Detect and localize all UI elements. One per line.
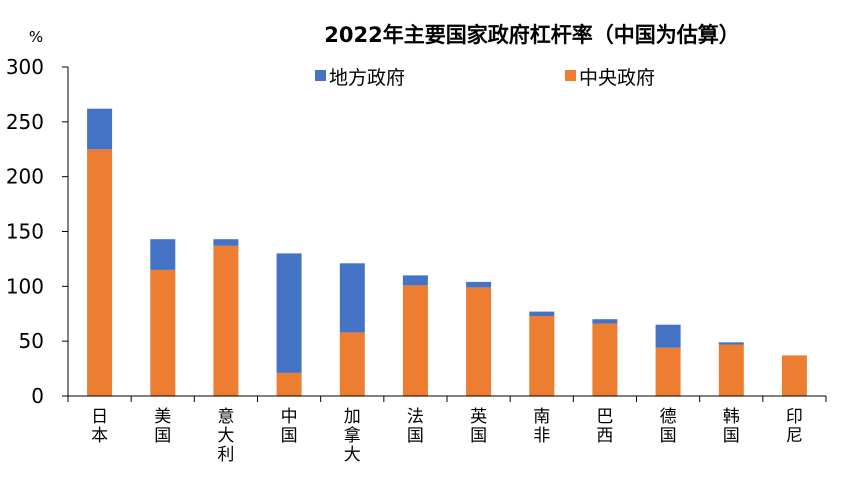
x-category-label-5: 法国 (407, 407, 424, 446)
bar-central-10 (718, 344, 744, 396)
bar-local-3 (276, 253, 302, 373)
bar-central-3 (276, 373, 302, 396)
bar-local-6 (466, 281, 492, 288)
y-axis-unit-label: % (29, 28, 43, 46)
bar-local-0 (87, 108, 113, 150)
x-category-label-9: 德国 (660, 407, 677, 446)
legend-label-0: 地方政府 (329, 67, 405, 89)
bar-central-2 (213, 245, 239, 396)
y-tick-label-100: 100 (6, 274, 44, 298)
bar-central-8 (592, 323, 618, 396)
x-category-label-8: 巴西 (596, 407, 613, 446)
bar-central-6 (466, 287, 492, 396)
bar-local-4 (339, 263, 365, 333)
x-category-label-1: 美国 (154, 407, 171, 446)
bar-local-8 (592, 319, 618, 324)
bar-local-9 (655, 324, 681, 348)
bar-central-1 (150, 269, 176, 396)
x-category-label-4: 加拿大 (344, 407, 361, 465)
legend-swatch-1 (565, 70, 576, 81)
legend-swatch-0 (315, 70, 326, 81)
y-tick-label-300: 300 (6, 55, 44, 79)
bar-local-5 (402, 275, 428, 286)
axes: 0 50 100 150 200 250 300 日本 美国 意大利 中国 加拿大 法国 英国 南非 巴西 德国… (6, 55, 827, 465)
bar-local-1 (150, 239, 176, 270)
y-tick-label-50: 50 (19, 329, 44, 353)
chart-title: 2022年主要国家政府杠杆率（中国为估算） (324, 23, 739, 47)
x-category-label-10: 韩国 (723, 407, 740, 446)
legend: 地方政府 中央政府 (315, 67, 655, 89)
x-category-label-6: 英国 (470, 407, 487, 446)
bar-central-5 (402, 285, 428, 396)
legend-label-1: 中央政府 (579, 67, 655, 89)
bar-local-10 (718, 342, 744, 345)
x-category-label-11: 印尼 (786, 407, 803, 446)
y-tick-label-200: 200 (6, 165, 44, 189)
bar-central-0 (87, 149, 113, 397)
bar-central-7 (529, 315, 555, 396)
x-category-label-3: 中国 (281, 407, 298, 446)
bar-local-2 (213, 239, 239, 246)
bar-local-7 (529, 311, 555, 316)
y-tick-label-150: 150 (6, 220, 44, 244)
y-tick-label-250: 250 (6, 110, 44, 134)
bar-central-4 (339, 332, 365, 396)
x-category-label-2: 意大利 (217, 407, 234, 465)
x-category-label-0: 日本 (91, 407, 108, 446)
bar-central-11 (781, 355, 807, 396)
y-tick-label-0: 0 (31, 384, 44, 408)
bar-central-9 (655, 347, 681, 396)
bars (87, 108, 807, 397)
x-category-label-7: 南非 (533, 407, 550, 446)
